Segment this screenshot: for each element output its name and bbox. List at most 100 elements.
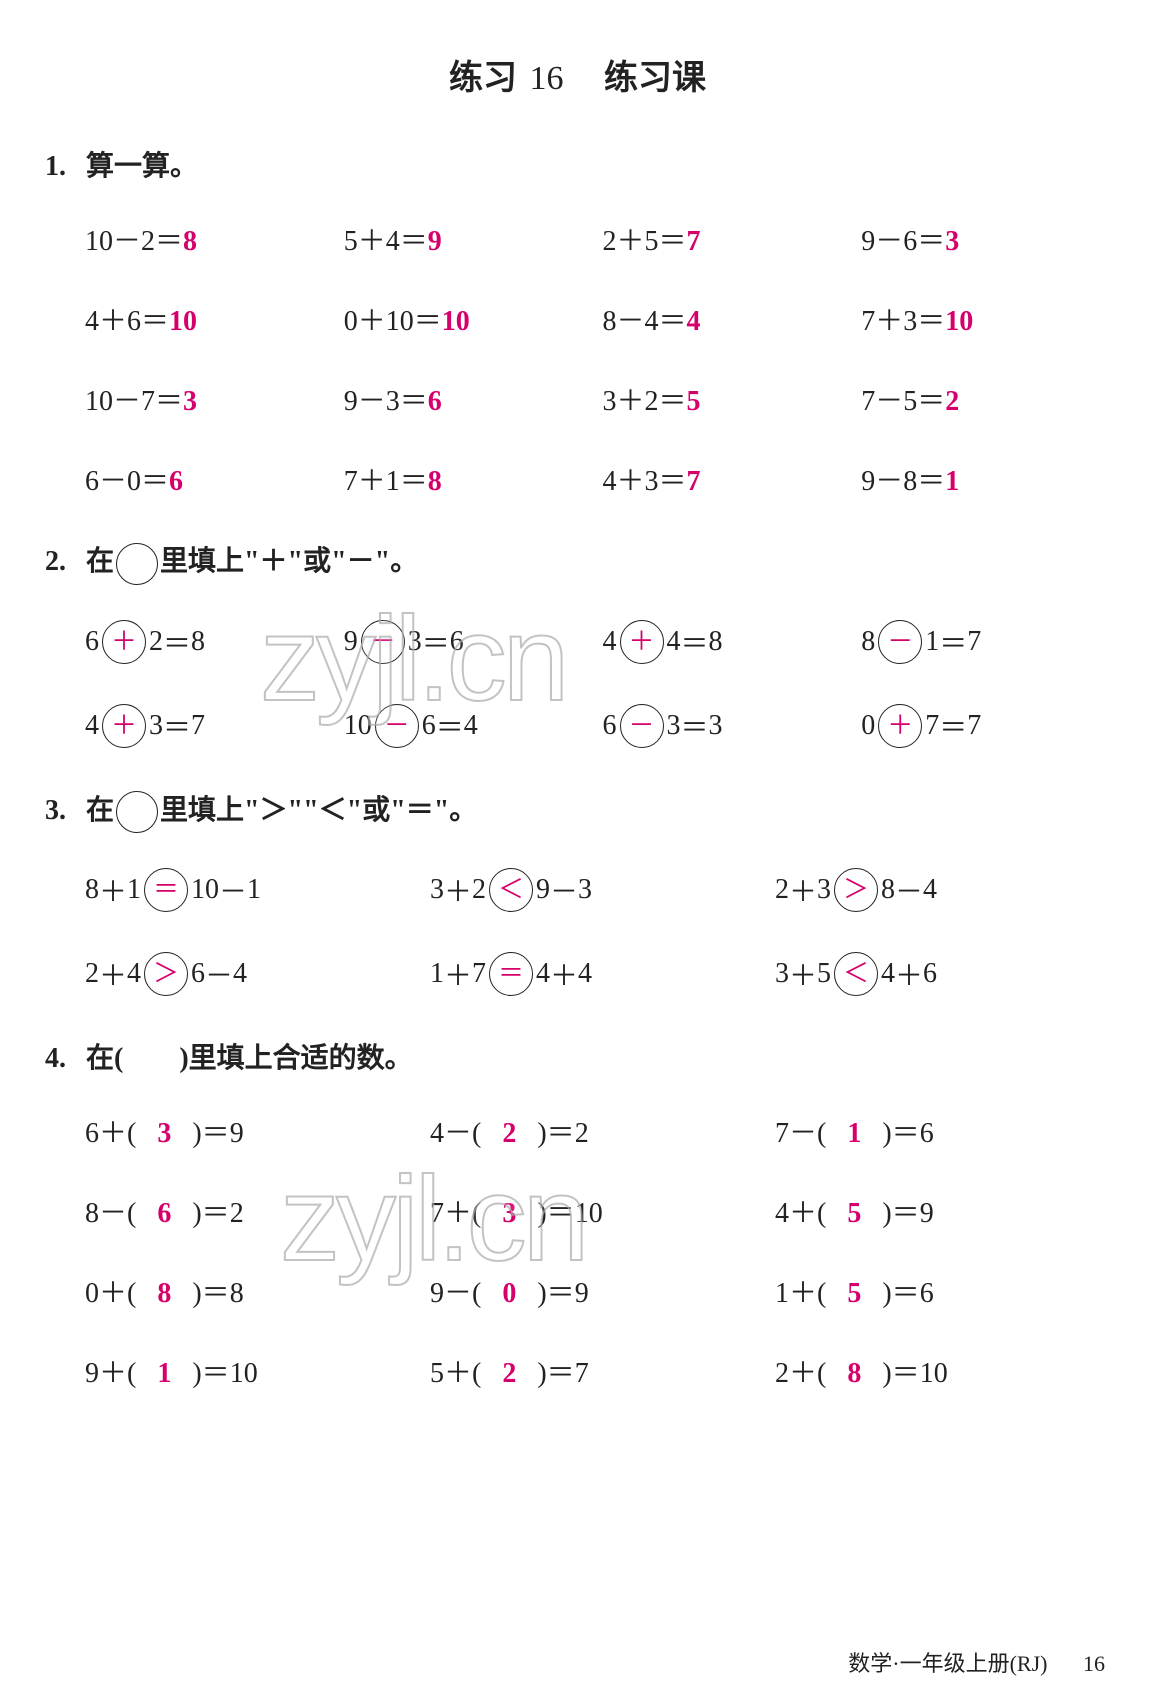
q4-num: 4. [45,1043,79,1075]
q1-eq: ＝ [414,306,442,337]
q4-paren-open: ( [127,1358,143,1389]
q1-cell: 9－3＝6 [344,379,593,419]
q1-op: － [875,386,903,417]
q3-cell: 1＋7＝4＋4 [430,952,765,996]
q2-eq: ＝ [163,706,191,746]
title-b: 练习课 [604,60,706,97]
q3-rop: － [205,954,233,994]
q3-title-post: 里填上"＞""＜"或"＝"。 [160,795,477,826]
q2-b: 4 [667,626,681,658]
q2-cell: 4＋4＝8 [603,620,852,664]
q4-paren-open: ( [472,1278,488,1309]
q2-r: 7 [967,626,981,658]
q4-ans: 2 [488,1358,530,1390]
q3-la: 2 [85,958,99,990]
title-a: 练习 [449,60,517,97]
q3-ans-cmp: ＝ [144,868,188,912]
q2-eq: ＝ [681,706,709,746]
q4-eq: ＝ [547,1118,575,1149]
q3-ans-cmp: ＜ [489,868,533,912]
q1-a: 0 [344,306,358,337]
q2-cell: 6＋2＝8 [85,620,334,664]
q4-cell: 4＋( 5 )＝9 [775,1191,1110,1231]
q3-rb: 3 [578,874,592,906]
q2-a: 0 [861,710,875,742]
q2-cell: 10－6＝4 [344,704,593,748]
q1-ans: 6 [169,466,183,497]
q2-title-post: 里填上"＋"或"－"。 [160,546,418,577]
q3-rop: ＋ [550,954,578,994]
q4-a: 8 [85,1198,99,1229]
q2-r: 7 [967,710,981,742]
q1-cell: 10－2＝8 [85,219,334,259]
q3-la: 2 [775,874,789,906]
q3-ra: 4 [881,958,895,990]
q3-ra: 8 [881,874,895,906]
q1-a: 5 [344,226,358,257]
q1-eq: ＝ [659,466,687,497]
q4-a: 4 [775,1198,789,1229]
q2-b: 6 [422,710,436,742]
q1-b: 3 [903,306,917,337]
q4-r: 2 [575,1118,589,1149]
q1-cell: 6－0＝6 [85,459,334,499]
q2-ans-op: － [375,704,419,748]
q1-cell: 3＋2＝5 [603,379,852,419]
q1-op: ＋ [875,306,903,337]
q4-op: ＋ [789,1358,817,1389]
q4-r: 8 [230,1278,244,1309]
q1-b: 3 [645,466,659,497]
q4-r: 9 [230,1118,244,1149]
q4-cell: 5＋( 2 )＝7 [430,1351,765,1391]
q2-a: 6 [603,710,617,742]
q4-paren-close: ) [875,1278,891,1309]
q1-a: 6 [85,466,99,497]
q1-b: 2 [141,226,155,257]
q1-a: 7 [861,386,875,417]
q2-cell: 6－3＝3 [603,704,852,748]
q4-eq: ＝ [892,1198,920,1229]
q4-eq: ＝ [892,1358,920,1389]
q4-op: ＋ [789,1198,817,1229]
q1-b: 4 [645,306,659,337]
q4-paren-close: ) [185,1198,201,1229]
q4-r: 6 [920,1278,934,1309]
q4-ans: 8 [833,1358,875,1390]
q1-cell: 7＋1＝8 [344,459,593,499]
q2-cell: 0＋7＝7 [861,704,1110,748]
q2-heading: 2. 在里填上"＋"或"－"。 [45,539,1110,585]
q4-ans: 5 [833,1278,875,1310]
q4-op: － [444,1278,472,1309]
q4-r: 10 [575,1198,603,1229]
q1-b: 8 [903,466,917,497]
q1-b: 10 [386,306,414,337]
q3-la: 1 [430,958,444,990]
q3-lb: 5 [817,958,831,990]
q4-cell: 1＋( 5 )＝6 [775,1271,1110,1311]
q3-la: 8 [85,874,99,906]
q4-ans: 3 [143,1118,185,1150]
q1-title: 算一算。 [86,151,198,182]
q4-eq: ＝ [202,1278,230,1309]
q4-op: ＋ [99,1358,127,1389]
q1-ans: 9 [428,226,442,257]
q4-eq: ＝ [202,1118,230,1149]
q1-grid: 10－2＝85＋4＝92＋5＝79－6＝34＋6＝100＋10＝108－4＝47… [45,219,1110,499]
q2-eq: ＝ [939,622,967,662]
q3-lop: ＋ [99,870,127,910]
q4-grid: 6＋( 3 )＝94－( 2 )＝27－( 1 )＝68－( 6 )＝27＋( … [45,1111,1110,1391]
q2-circ-icon [116,543,158,585]
q4-paren-open: ( [817,1358,833,1389]
q4-paren-close: ) [875,1198,891,1229]
q3-cell: 3＋2＜9－3 [430,868,765,912]
q4-a: 4 [430,1118,444,1149]
q4-paren-close: ) [530,1118,546,1149]
q1-cell: 7－5＝2 [861,379,1110,419]
q1-eq: ＝ [659,386,687,417]
q1-a: 7 [861,306,875,337]
q4-ans: 6 [143,1198,185,1230]
q2-r: 6 [450,626,464,658]
q2-r: 8 [709,626,723,658]
q1-cell: 8－4＝4 [603,299,852,339]
q1-op: ＋ [617,226,645,257]
